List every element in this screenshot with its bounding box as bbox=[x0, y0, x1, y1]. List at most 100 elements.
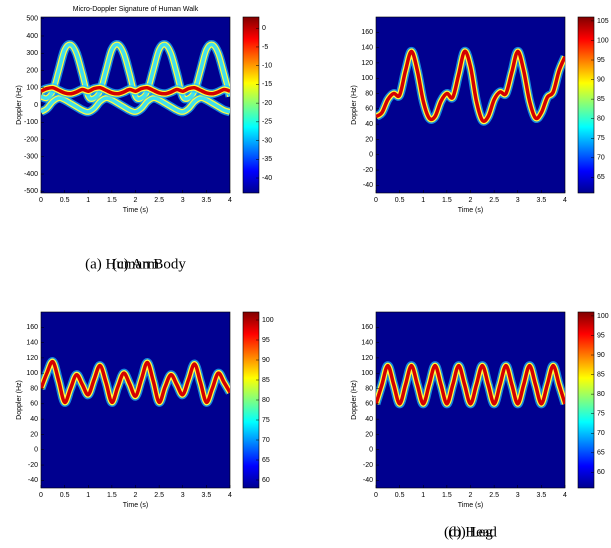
y-tick-label: 500 bbox=[26, 16, 38, 23]
y-tick-label: 140 bbox=[26, 339, 38, 346]
y-tick-label: 160 bbox=[26, 324, 38, 331]
colorbar bbox=[577, 16, 595, 194]
colorbar-tick-label: 95 bbox=[597, 57, 605, 64]
y-tick-label: 140 bbox=[361, 339, 373, 346]
x-tick-label: 0 bbox=[39, 492, 43, 499]
y-tick-label: -200 bbox=[24, 136, 38, 143]
ridge bbox=[41, 85, 230, 96]
colorbar-tick-label: -15 bbox=[262, 81, 272, 88]
y-tick-label: -20 bbox=[363, 167, 373, 174]
colorbar-tick-label: 100 bbox=[597, 313, 609, 320]
plot-area bbox=[375, 16, 566, 194]
ridge bbox=[376, 49, 565, 123]
y-tick-label: 60 bbox=[365, 401, 373, 408]
colorbar-tick-label: 100 bbox=[597, 37, 609, 44]
colorbar-tick-label: 95 bbox=[597, 332, 605, 339]
x-axis-label: Time (s) bbox=[458, 207, 483, 214]
colorbar-tick-label: 85 bbox=[262, 377, 270, 384]
colorbar-tick-label: -40 bbox=[262, 175, 272, 182]
x-tick-label: 2.5 bbox=[489, 492, 499, 499]
y-tick-label: -20 bbox=[28, 462, 38, 469]
ridge bbox=[41, 96, 230, 114]
x-tick-label: 2.5 bbox=[489, 197, 499, 204]
y-axis-label: Doppler (Hz) bbox=[16, 380, 23, 420]
y-tick-label: 120 bbox=[26, 355, 38, 362]
x-tick-label: 1.5 bbox=[107, 492, 117, 499]
colorbar-tick-label: 75 bbox=[262, 417, 270, 424]
x-tick-label: 1 bbox=[421, 197, 425, 204]
y-tick-label: 100 bbox=[26, 85, 38, 92]
colorbar-tick-label: 60 bbox=[262, 477, 270, 484]
y-tick-label: 0 bbox=[34, 447, 38, 454]
y-tick-label: 20 bbox=[365, 136, 373, 143]
y-tick-label: 40 bbox=[365, 121, 373, 128]
x-tick-label: 0.5 bbox=[60, 492, 70, 499]
y-tick-label: 200 bbox=[26, 67, 38, 74]
y-tick-label: 80 bbox=[30, 385, 38, 392]
plot-content bbox=[376, 361, 565, 409]
x-tick-label: 0.5 bbox=[395, 492, 405, 499]
y-tick-label: 60 bbox=[30, 401, 38, 408]
colorbar-tick-label: 70 bbox=[597, 155, 605, 162]
colorbar-tick-label: 70 bbox=[597, 430, 605, 437]
colorbar-tick-label: 85 bbox=[597, 371, 605, 378]
x-tick-label: 3.5 bbox=[537, 197, 547, 204]
colorbar-tick-label: 80 bbox=[597, 391, 605, 398]
y-tick-label: 0 bbox=[369, 447, 373, 454]
x-tick-label: 1.5 bbox=[442, 197, 452, 204]
x-tick-label: 4 bbox=[228, 197, 232, 204]
x-tick-label: 2 bbox=[134, 492, 138, 499]
colorbar-tick-label: 65 bbox=[597, 174, 605, 181]
y-tick-label: 140 bbox=[361, 44, 373, 51]
x-tick-label: 3 bbox=[181, 492, 185, 499]
y-tick-label: -40 bbox=[363, 477, 373, 484]
x-tick-label: 2.5 bbox=[154, 492, 164, 499]
colorbar-tick-label: -5 bbox=[262, 44, 268, 51]
x-axis-label: Time (s) bbox=[123, 207, 148, 214]
y-tick-label: -400 bbox=[24, 171, 38, 178]
y-tick-label: 0 bbox=[369, 152, 373, 159]
colorbar-tick-label: 105 bbox=[597, 18, 609, 25]
y-tick-label: 40 bbox=[30, 416, 38, 423]
y-tick-label: 300 bbox=[26, 50, 38, 57]
colorbar-tick-label: 65 bbox=[597, 450, 605, 457]
x-tick-label: 1.5 bbox=[442, 492, 452, 499]
x-tick-label: 3.5 bbox=[202, 492, 212, 499]
colorbar-tick-label: 90 bbox=[597, 76, 605, 83]
caption: (c) Arm bbox=[112, 256, 159, 272]
y-tick-label: 80 bbox=[365, 90, 373, 97]
caption: (d) Head bbox=[444, 524, 497, 540]
plot-content bbox=[41, 40, 230, 117]
ridge bbox=[41, 359, 230, 405]
colorbar-tick-label: 100 bbox=[262, 317, 274, 324]
y-axis-label: Doppler (Hz) bbox=[351, 380, 358, 420]
x-tick-label: 2 bbox=[469, 492, 473, 499]
y-axis-label: Doppler (Hz) bbox=[351, 85, 358, 125]
colorbar-tick-label: 90 bbox=[262, 357, 270, 364]
colorbar bbox=[577, 311, 595, 489]
x-tick-label: 2.5 bbox=[154, 197, 164, 204]
y-tick-label: 100 bbox=[361, 75, 373, 82]
colorbar-tick-label: -35 bbox=[262, 156, 272, 163]
y-tick-label: 160 bbox=[361, 29, 373, 36]
x-tick-label: 4 bbox=[563, 197, 567, 204]
y-tick-label: -300 bbox=[24, 154, 38, 161]
x-tick-label: 3.5 bbox=[202, 197, 212, 204]
y-tick-label: 20 bbox=[365, 431, 373, 438]
colorbar-tick-label: 60 bbox=[597, 469, 605, 476]
x-tick-label: 0 bbox=[39, 197, 43, 204]
caption: (b) Leg bbox=[448, 524, 493, 540]
colorbar-tick-label: 90 bbox=[597, 352, 605, 359]
x-tick-label: 2 bbox=[469, 197, 473, 204]
x-tick-label: 1 bbox=[86, 197, 90, 204]
y-tick-label: 0 bbox=[34, 102, 38, 109]
colorbar bbox=[242, 16, 260, 194]
y-axis-label: Doppler (Hz) bbox=[16, 85, 23, 125]
plot-content bbox=[41, 357, 230, 407]
colorbar-tick-label: 65 bbox=[262, 457, 270, 464]
x-axis-label: Time (s) bbox=[458, 502, 483, 509]
ridge bbox=[376, 363, 565, 406]
colorbar-tick-label: 75 bbox=[597, 411, 605, 418]
y-tick-label: 20 bbox=[30, 431, 38, 438]
